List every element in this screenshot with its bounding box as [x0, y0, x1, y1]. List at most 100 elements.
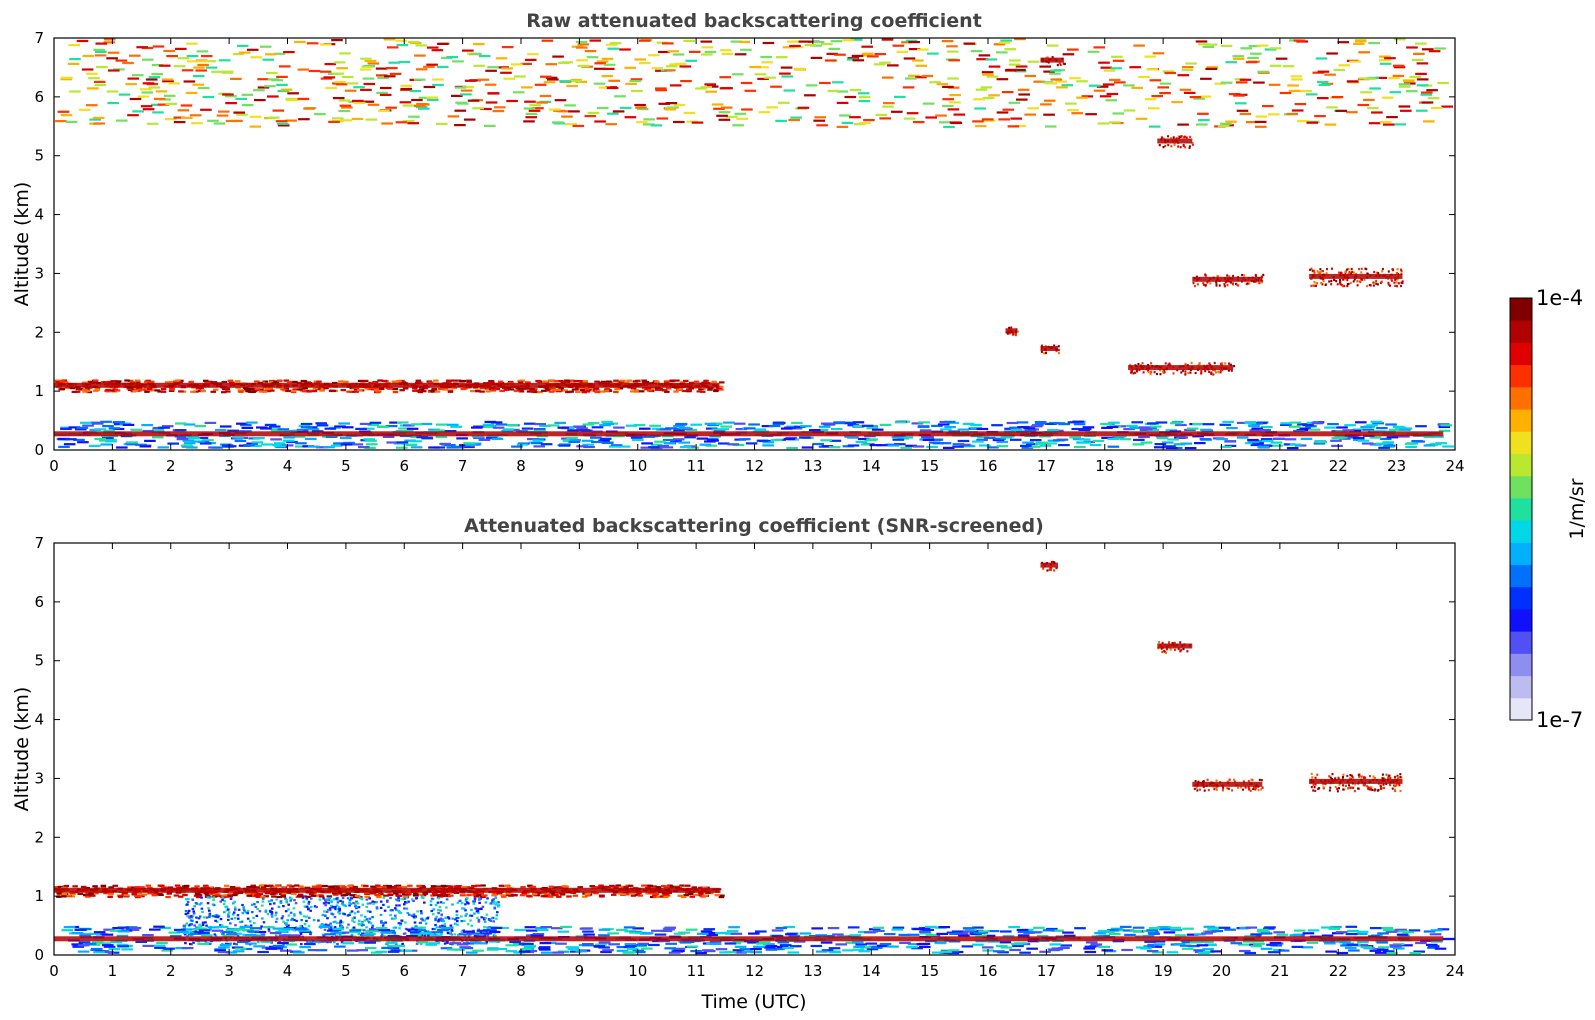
heatmap-cell: [733, 422, 746, 425]
heatmap-cell: [1339, 278, 1342, 281]
heatmap-cell: [581, 439, 594, 442]
heatmap-cell: [254, 886, 260, 889]
heatmap-cell: [1401, 280, 1404, 283]
heatmap-cell: [844, 422, 857, 425]
heatmap-cell: [420, 917, 423, 920]
heatmap-cell: [1366, 285, 1369, 288]
heatmap-cell: [253, 934, 265, 937]
heatmap-cell: [1342, 429, 1355, 432]
heatmap-cell: [140, 105, 153, 108]
heatmap-cell: [685, 884, 691, 887]
heatmap-cell: [57, 110, 70, 113]
heatmap-cell: [534, 429, 546, 432]
heatmap-cell: [393, 380, 400, 383]
heatmap-cell: [412, 915, 416, 918]
heatmap-cell: [1321, 283, 1324, 286]
heatmap-cell: [154, 389, 160, 392]
heatmap-cell: [415, 68, 428, 71]
heatmap-cell: [459, 444, 471, 447]
heatmap-cell: [787, 40, 799, 43]
heatmap-cell: [77, 441, 89, 444]
heatmap-cell: [680, 895, 687, 899]
heatmap-cell: [1291, 109, 1304, 112]
heatmap-cell: [368, 897, 371, 900]
heatmap-cell: [1106, 92, 1119, 96]
heatmap-cell: [741, 108, 753, 111]
heatmap-cell: [469, 914, 472, 917]
heatmap-cell: [100, 420, 112, 423]
heatmap-cell: [1009, 438, 1022, 441]
heatmap-cell: [339, 919, 343, 922]
heatmap-cell: [261, 390, 268, 393]
heatmap-cell: [323, 446, 335, 449]
heatmap-cell: [258, 390, 265, 393]
heatmap-cell: [222, 930, 234, 934]
heatmap-cell: [447, 115, 460, 118]
heatmap-cell: [918, 421, 930, 424]
heatmap-cell: [373, 387, 379, 390]
heatmap-cell: [703, 928, 715, 931]
heatmap-cell: [523, 120, 535, 123]
heatmap-cell: [381, 924, 385, 927]
heatmap-cell: [1027, 428, 1039, 431]
heatmap-cell: [197, 63, 209, 67]
heatmap-cell: [221, 444, 234, 447]
heatmap-cell: [371, 926, 374, 929]
heatmap-cell: [539, 424, 551, 427]
heatmap-cell: [1387, 281, 1390, 284]
heatmap-cell: [278, 934, 291, 937]
heatmap-cell: [608, 445, 621, 448]
heatmap-cell: [190, 916, 194, 919]
heatmap-cell: [277, 428, 290, 431]
heatmap-cell: [575, 40, 588, 44]
heatmap-cell: [1087, 50, 1100, 53]
heatmap-cell: [107, 51, 120, 54]
heatmap-cell: [186, 912, 190, 915]
heatmap-cell: [613, 390, 619, 394]
heatmap-cell: [61, 76, 73, 79]
heatmap-cell: [237, 908, 241, 911]
heatmap-cell: [450, 929, 454, 932]
heatmap-cell: [480, 907, 483, 911]
heatmap-cell: [790, 116, 802, 119]
heatmap-cell: [1389, 428, 1401, 431]
heatmap-cell: [65, 120, 78, 123]
heatmap-cell: [274, 920, 278, 923]
heatmap-cell: [542, 380, 548, 383]
heatmap-cell: [144, 439, 156, 442]
heatmap-cell: [775, 56, 788, 59]
heatmap-cell: [1192, 435, 1204, 438]
heatmap-cell: [578, 429, 591, 432]
heatmap-cell: [292, 388, 298, 391]
heatmap-cell: [1415, 425, 1427, 428]
heatmap-cell: [1244, 422, 1256, 425]
heatmap-cell: [996, 440, 1008, 443]
heatmap-cell: [1010, 117, 1022, 120]
heatmap-cell: [443, 922, 447, 926]
heatmap-cell: [1195, 275, 1198, 278]
heatmap-cell: [1289, 421, 1302, 424]
heatmap-cell: [1053, 439, 1065, 442]
heatmap-cell: [501, 895, 507, 898]
heatmap-cell: [439, 442, 451, 445]
heatmap-cell: [533, 390, 539, 394]
heatmap-cell: [360, 922, 364, 925]
heatmap-cell: [191, 919, 194, 922]
heatmap-cell: [1247, 441, 1260, 444]
heatmap-cell: [340, 436, 352, 440]
heatmap-cell: [985, 58, 998, 61]
heatmap-cell: [842, 39, 854, 42]
heatmap-cell: [1170, 145, 1173, 148]
heatmap-cell: [1235, 81, 1248, 84]
heatmap-cell: [220, 924, 224, 927]
heatmap-cell: [994, 437, 1006, 440]
heatmap-cell: [556, 886, 563, 889]
heatmap-cell: [99, 439, 111, 442]
heatmap-cell: [439, 925, 442, 928]
heatmap-cell: [1248, 424, 1260, 428]
heatmap-cell: [587, 111, 600, 114]
heatmap-cell: [264, 85, 276, 88]
heatmap-cell: [254, 893, 260, 896]
heatmap-cell: [1138, 75, 1150, 79]
heatmap-cell: [1021, 446, 1034, 449]
